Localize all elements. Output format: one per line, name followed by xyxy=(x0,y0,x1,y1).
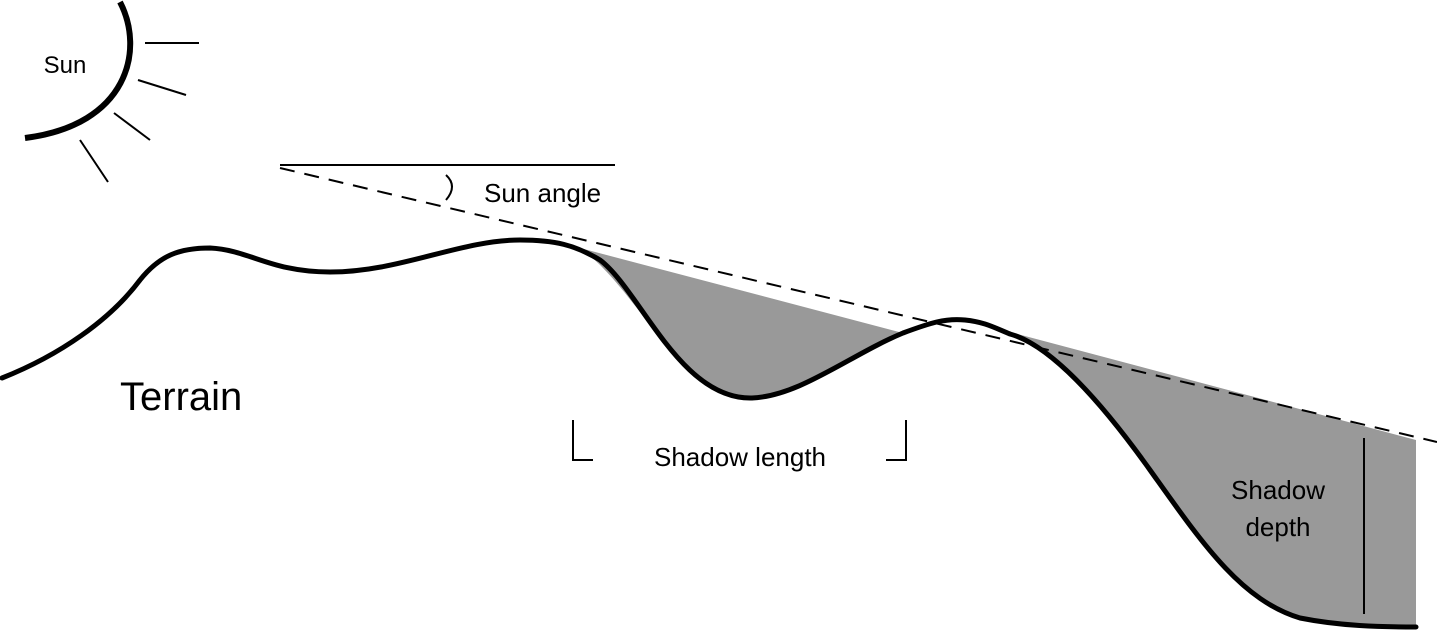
sun-angle-label: Sun angle xyxy=(484,178,601,208)
shadow-length-label: Shadow length xyxy=(654,442,826,472)
sun-angle-arc xyxy=(445,174,453,201)
sun-ray xyxy=(137,79,187,96)
shadow-depth-label-line2: depth xyxy=(1245,512,1310,542)
sun-rays xyxy=(79,42,199,183)
shadow-length-left-bracket xyxy=(572,420,593,461)
sun-ray xyxy=(113,112,151,141)
sun-label: Sun xyxy=(44,52,87,79)
shadow-region-second xyxy=(995,328,1416,627)
shadow-length-right-bracket xyxy=(886,420,907,461)
shadow-region-first xyxy=(580,248,903,399)
sun-ray xyxy=(79,139,109,183)
sun-ray-dashed-line xyxy=(279,167,1437,443)
terrain-label: Terrain xyxy=(120,375,242,419)
terrain-line xyxy=(0,237,1419,630)
sun-arc xyxy=(24,0,134,141)
shadow-depth-label-line1: Shadow xyxy=(1231,475,1325,505)
